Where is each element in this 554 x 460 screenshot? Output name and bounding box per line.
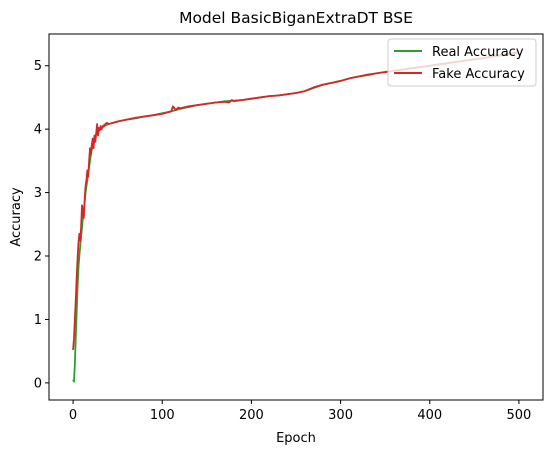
legend-label-real-accuracy: Real Accuracy bbox=[432, 45, 524, 60]
y-tick-label: 0 bbox=[34, 376, 42, 391]
x-tick-label: 500 bbox=[507, 408, 532, 423]
x-axis-label: Epoch bbox=[276, 431, 316, 446]
legend-box bbox=[387, 38, 537, 87]
y-tick-label: 2 bbox=[34, 250, 42, 265]
legend-label-fake-accuracy: Fake Accuracy bbox=[432, 67, 525, 82]
x-axis-ticks: 0 100 200 300 400 500 bbox=[69, 400, 531, 423]
axes-frame bbox=[48, 33, 544, 401]
y-axis-label: Accuracy bbox=[9, 187, 24, 247]
y-axis-ticks: 0 1 2 3 4 5 bbox=[34, 59, 49, 391]
y-tick-label: 4 bbox=[34, 123, 42, 138]
plot-area bbox=[72, 50, 520, 383]
series-line-real-accuracy bbox=[72, 52, 520, 383]
chart-title: Model BasicBiganExtraDT BSE bbox=[179, 9, 413, 27]
x-tick-label: 300 bbox=[328, 408, 353, 423]
legend: Real Accuracy Fake Accuracy bbox=[387, 38, 537, 87]
y-tick-label: 5 bbox=[34, 59, 42, 74]
x-tick-label: 0 bbox=[69, 408, 77, 423]
x-tick-label: 200 bbox=[239, 408, 264, 423]
x-tick-label: 100 bbox=[150, 408, 175, 423]
y-tick-label: 3 bbox=[34, 186, 42, 201]
x-tick-label: 400 bbox=[417, 408, 442, 423]
series-line-fake-accuracy bbox=[72, 50, 520, 350]
y-tick-label: 1 bbox=[34, 313, 42, 328]
